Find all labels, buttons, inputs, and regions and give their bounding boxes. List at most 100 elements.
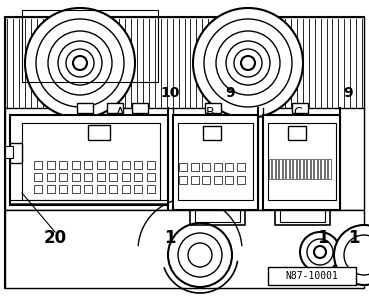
Bar — [10, 143, 22, 163]
Bar — [297, 159, 299, 179]
Circle shape — [58, 41, 102, 85]
Circle shape — [334, 225, 369, 285]
Bar — [292, 103, 308, 113]
Circle shape — [307, 239, 333, 265]
Text: B: B — [206, 105, 214, 119]
Bar — [225, 163, 233, 171]
Bar — [132, 103, 148, 113]
Bar — [72, 161, 79, 169]
Text: A: A — [116, 105, 124, 119]
Bar — [286, 159, 289, 179]
Circle shape — [188, 243, 212, 267]
Bar — [5, 210, 364, 288]
Bar — [59, 173, 67, 181]
Circle shape — [241, 56, 255, 70]
Bar — [214, 176, 221, 184]
Bar — [121, 161, 130, 169]
Bar — [46, 173, 55, 181]
Bar — [59, 185, 67, 193]
Circle shape — [216, 31, 280, 95]
Bar — [214, 163, 221, 171]
Bar — [5, 146, 13, 158]
Bar — [290, 159, 292, 179]
Bar — [202, 163, 210, 171]
Bar — [304, 159, 306, 179]
Bar — [84, 185, 92, 193]
Bar — [146, 185, 155, 193]
Bar — [121, 173, 130, 181]
Text: N87-10001: N87-10001 — [286, 271, 338, 281]
Bar — [307, 159, 310, 179]
Text: 1: 1 — [164, 229, 176, 247]
Bar — [59, 161, 67, 169]
Bar — [276, 159, 278, 179]
Bar — [22, 10, 158, 82]
Bar — [190, 176, 199, 184]
Bar — [134, 161, 142, 169]
Bar — [318, 159, 320, 179]
Bar — [77, 103, 93, 113]
Circle shape — [178, 233, 222, 277]
Circle shape — [193, 8, 303, 118]
Bar — [46, 185, 55, 193]
Bar — [279, 159, 282, 179]
Bar — [34, 161, 42, 169]
Bar — [97, 161, 104, 169]
Bar — [109, 161, 117, 169]
Bar — [263, 115, 340, 210]
Bar — [72, 173, 79, 181]
Bar — [293, 159, 296, 179]
Circle shape — [73, 56, 87, 70]
Circle shape — [314, 246, 326, 258]
Bar — [97, 185, 104, 193]
Bar — [134, 173, 142, 181]
Text: 10: 10 — [160, 86, 180, 100]
Circle shape — [168, 223, 232, 287]
Circle shape — [226, 41, 270, 85]
Text: 20: 20 — [44, 229, 66, 247]
Bar — [84, 161, 92, 169]
Circle shape — [66, 49, 94, 77]
Bar — [5, 108, 364, 210]
Bar — [5, 17, 364, 110]
Bar — [107, 103, 123, 113]
Bar — [84, 173, 92, 181]
Bar — [237, 163, 245, 171]
Bar — [325, 159, 327, 179]
Text: 9: 9 — [343, 86, 353, 100]
Bar — [146, 173, 155, 181]
Bar — [178, 123, 253, 200]
Bar — [311, 159, 313, 179]
Bar — [134, 185, 142, 193]
Text: 1: 1 — [317, 229, 329, 247]
Circle shape — [300, 232, 340, 272]
Bar — [321, 159, 324, 179]
Bar — [146, 161, 155, 169]
Bar — [288, 126, 306, 140]
Text: C: C — [294, 105, 302, 119]
Circle shape — [204, 19, 292, 107]
Bar — [283, 159, 285, 179]
Bar — [268, 267, 356, 285]
Circle shape — [234, 49, 262, 77]
Bar — [328, 159, 331, 179]
Bar — [179, 163, 187, 171]
Bar — [121, 185, 130, 193]
Bar — [190, 163, 199, 171]
Circle shape — [25, 8, 135, 118]
Bar — [269, 159, 271, 179]
Bar — [205, 103, 221, 113]
Bar — [72, 185, 79, 193]
Circle shape — [36, 19, 124, 107]
Circle shape — [48, 31, 112, 95]
Bar — [225, 176, 233, 184]
Bar — [10, 115, 168, 205]
Bar — [22, 123, 160, 200]
Text: 9: 9 — [225, 86, 235, 100]
Bar — [34, 185, 42, 193]
Bar — [97, 173, 104, 181]
Bar — [109, 173, 117, 181]
Bar — [88, 125, 110, 140]
Circle shape — [344, 235, 369, 275]
Bar — [314, 159, 317, 179]
